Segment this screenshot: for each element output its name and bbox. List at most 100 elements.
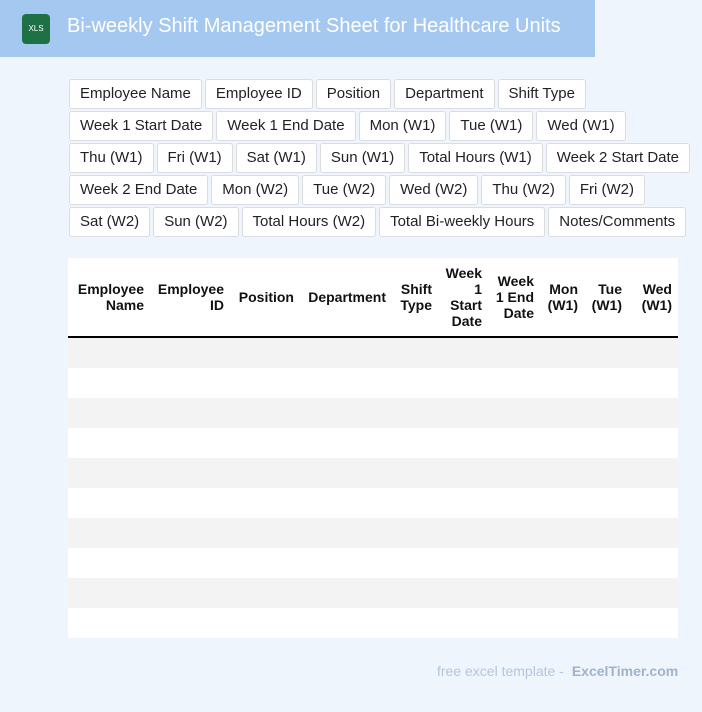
table-cell [230,518,300,548]
brand-link[interactable]: ExcelTimer.com [571,663,679,679]
table-cell [230,488,300,518]
table-cell [392,578,438,608]
column-header: Shift Type [392,258,438,338]
field-chip[interactable]: Employee Name [69,79,202,109]
table-cell [68,608,150,638]
field-chip[interactable]: Sun (W1) [319,143,406,173]
table-cell [230,458,300,488]
field-list: Employee Name Employee ID Position Departme… [69,79,699,237]
table-cell [488,488,540,518]
field-chip[interactable]: Sat (W1) [235,143,317,173]
table-cell [438,398,488,428]
table-cell [150,578,230,608]
table-cell [230,548,300,578]
table-cell [392,548,438,578]
table-cell [628,458,678,488]
table-row [68,578,678,608]
table-cell [438,337,488,368]
field-chip[interactable]: Week 1 End Date [216,111,356,141]
column-header: Wed (W1) [628,258,678,338]
field-chip[interactable]: Total Hours (W1) [408,143,543,173]
field-chip[interactable]: Notes/Comments [548,207,687,237]
table-cell [68,488,150,518]
table-cell [488,398,540,428]
table-cell [392,458,438,488]
table-cell [584,337,628,368]
field-chip[interactable]: Fri (W1) [156,143,233,173]
field-chip[interactable]: Sun (W2) [153,207,239,237]
table-cell [230,337,300,368]
table-cell [628,368,678,398]
table-cell [628,428,678,458]
column-header: Employee Name [68,258,150,338]
table-cell [488,428,540,458]
field-chip[interactable]: Employee ID [204,79,313,109]
table-cell [540,368,584,398]
table-cell [300,368,392,398]
table-row [68,548,678,578]
column-header: Week 1 Start Date [438,258,488,338]
table-cell [392,488,438,518]
field-chip[interactable]: Mon (W2) [211,175,300,205]
table-cell [488,578,540,608]
table-cell [150,518,230,548]
table-cell [300,608,392,638]
table-cell [584,458,628,488]
table-cell [392,368,438,398]
table-cell [230,368,300,398]
table-cell [540,608,584,638]
header-row: Employee Name Employee ID Position Departme… [68,258,678,338]
table-cell [438,428,488,458]
table-row [68,337,678,368]
field-chip[interactable]: Thu (W1) [69,143,154,173]
field-chip[interactable]: Wed (W1) [536,111,626,141]
field-chip[interactable]: Fri (W2) [568,175,645,205]
table-cell [628,608,678,638]
field-chip[interactable]: Week 1 Start Date [69,111,214,141]
table-cell [150,608,230,638]
title: Bi-weekly Shift Management Sheet for Hea… [67,15,561,37]
table-cell [488,608,540,638]
field-chip[interactable]: Tue (W2) [302,175,387,205]
field-chip[interactable]: Department [394,79,495,109]
table-row [68,428,678,458]
table-cell [230,398,300,428]
field-chip[interactable]: Sat (W2) [69,207,151,237]
table-cell [540,518,584,548]
header: XLS Bi-weekly Shift Management Sheet for… [0,0,595,57]
table-cell [68,428,150,458]
table-cell [584,398,628,428]
table-body [68,337,678,638]
table-cell [584,518,628,548]
field-chip[interactable]: Thu (W2) [481,175,566,205]
field-chip[interactable]: Mon (W1) [358,111,447,141]
table-cell [628,398,678,428]
field-chip[interactable]: Position [315,79,392,109]
table-cell [628,548,678,578]
field-chip[interactable]: Week 2 Start Date [545,143,691,173]
table-cell [68,548,150,578]
table-cell [584,488,628,518]
field-chip[interactable]: Total Bi-weekly Hours [379,207,546,237]
table-cell [392,428,438,458]
table-cell [584,428,628,458]
table-cell [300,548,392,578]
table-cell [150,458,230,488]
field-chip[interactable]: Tue (W1) [449,111,534,141]
column-header: Position [230,258,300,338]
table-cell [150,337,230,368]
field-chip[interactable]: Wed (W2) [389,175,479,205]
file-icon: XLS [22,14,50,44]
field-chip[interactable]: Total Hours (W2) [241,207,377,237]
table-row [68,488,678,518]
table-cell [628,488,678,518]
table-cell [392,337,438,368]
table-cell [584,608,628,638]
table-cell [300,578,392,608]
table-cell [628,337,678,368]
table-cell [392,398,438,428]
table-row [68,398,678,428]
field-chip[interactable]: Shift Type [497,79,586,109]
field-chip[interactable]: Week 2 End Date [69,175,209,205]
footer-text: free excel template - [437,663,564,679]
